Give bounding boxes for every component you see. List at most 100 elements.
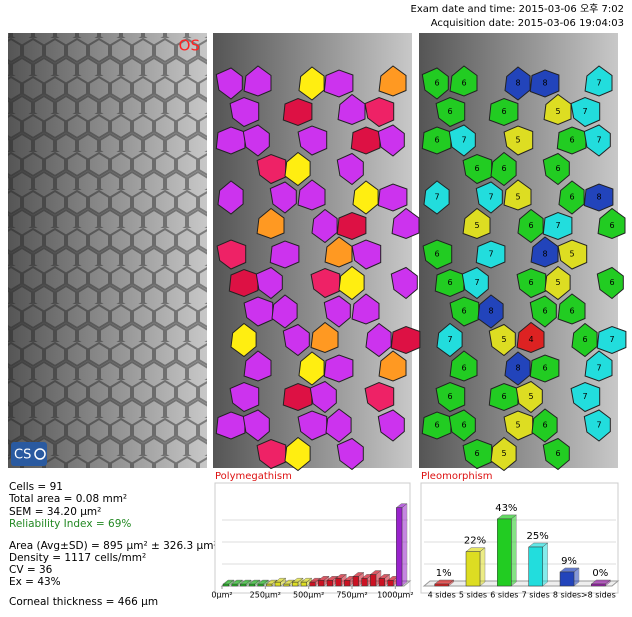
cell [544, 265, 571, 301]
value-label: 0% [592, 568, 608, 579]
bar [352, 576, 359, 587]
x-tick-label: 0µm² [211, 591, 232, 600]
chart-title: Polymegathism [215, 471, 292, 482]
x-tick-label: 5 sides [459, 591, 487, 600]
cell [449, 296, 480, 327]
cell [365, 322, 392, 358]
cell-label: 6 [528, 278, 533, 287]
cell [364, 96, 395, 128]
cell [583, 409, 611, 442]
stat: Total area = 0.08 mm² [8, 493, 127, 505]
cell [583, 124, 611, 157]
bar-side [479, 547, 486, 587]
cell-label: 5 [515, 421, 520, 430]
cell [242, 409, 270, 442]
polymegathism-cells [215, 65, 421, 472]
cell-label: 7 [582, 107, 587, 116]
cell [490, 436, 517, 472]
cell-label: 5 [528, 392, 533, 401]
bar [318, 580, 325, 587]
cell [529, 295, 557, 328]
cell [311, 208, 338, 244]
cell [243, 296, 274, 327]
cell [462, 207, 491, 240]
cell-label: 7 [596, 136, 601, 145]
cell-label: 6 [609, 278, 614, 287]
cell [488, 323, 516, 357]
cell [215, 411, 246, 440]
bar [465, 551, 481, 587]
bar-side [511, 514, 517, 587]
x-tick-label: 6 sides [490, 591, 518, 600]
value-label: 25% [527, 531, 549, 542]
cell [217, 180, 244, 215]
bar [266, 583, 273, 587]
logo [11, 442, 47, 466]
x-tick-label: >8 sides [581, 591, 616, 600]
cell-label: 6 [461, 307, 466, 316]
cell-label: 7 [434, 193, 439, 202]
bar [248, 583, 255, 587]
chart-title: Pleomorphism [421, 471, 492, 482]
x-tick-label: 4 sides [428, 591, 456, 600]
cell-label: 6 [501, 164, 506, 173]
cell-label: 6 [555, 164, 560, 173]
cell [256, 438, 287, 470]
cell-label: 6 [542, 421, 547, 430]
cell [310, 321, 339, 354]
cell-label: 6 [434, 79, 439, 88]
cell [336, 152, 364, 186]
cell [503, 125, 534, 156]
cell [336, 211, 367, 241]
cell [516, 267, 547, 299]
cell [435, 96, 466, 128]
bar [559, 571, 575, 587]
cell-label: 7 [596, 421, 601, 430]
cell [298, 351, 325, 386]
cell [243, 65, 272, 97]
cell [488, 97, 519, 127]
cell-label: 7 [582, 392, 587, 401]
cell [297, 125, 328, 156]
bar [231, 583, 238, 587]
chart-frame [420, 482, 619, 594]
bar [222, 583, 229, 587]
cell-label: 6 [569, 307, 574, 316]
cell [297, 179, 326, 211]
bar [361, 578, 368, 587]
cell-label: 6 [474, 449, 479, 458]
stat: Area (Avg±SD) = 895 µm² ± 326.3 µm² [9, 540, 218, 552]
cell [282, 382, 313, 412]
cell [504, 66, 531, 101]
cell [517, 208, 544, 244]
cell-label: 6 [569, 136, 574, 145]
cell [570, 381, 601, 413]
cell-label: 7 [474, 278, 479, 287]
stat: Reliability Index = 69% [9, 518, 131, 530]
cell-label: 6 [582, 335, 587, 344]
cell [377, 183, 408, 212]
cell [596, 325, 627, 355]
x-tick-label: 8 sides [553, 591, 581, 600]
bar-side [401, 503, 408, 587]
x-tick-label: 500µm² [293, 591, 324, 600]
bar [300, 581, 307, 587]
x-tick-label: 750µm² [336, 591, 367, 600]
cell [351, 239, 382, 270]
cell [256, 153, 287, 185]
cell-label: 7 [488, 250, 493, 259]
eye-label: OS [179, 37, 200, 55]
cell-label: 6 [434, 136, 439, 145]
cell-label: 5 [474, 221, 479, 230]
cell [531, 408, 558, 443]
cell-label: 8 [515, 364, 520, 373]
cell-label: 8 [596, 193, 601, 202]
cell [542, 152, 570, 186]
cell [284, 436, 311, 472]
bar [497, 518, 512, 587]
cell [336, 437, 364, 471]
cell [571, 322, 598, 358]
cell [584, 350, 613, 382]
cell-label: 5 [501, 449, 506, 458]
